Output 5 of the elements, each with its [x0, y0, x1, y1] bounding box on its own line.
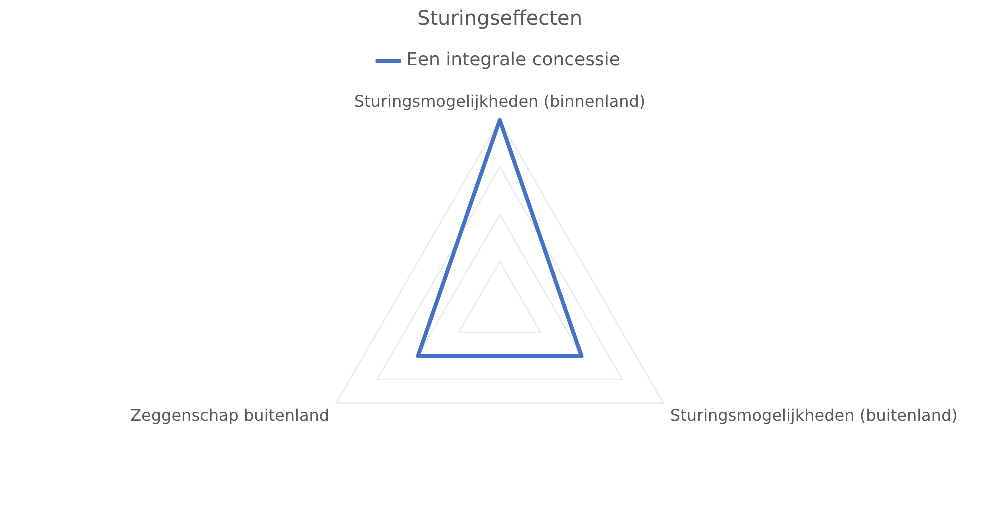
legend-label: Een integrale concessie — [406, 50, 620, 71]
spoke-label: Zeggenschap buitenland — [130, 406, 330, 426]
chart-title: Sturingseffecten — [418, 6, 582, 30]
spoke-label: Sturingsmogelijkheden (binnenland) — [354, 92, 646, 111]
spoke-label: Sturingsmogelijkheden (buitenland) — [670, 406, 958, 426]
